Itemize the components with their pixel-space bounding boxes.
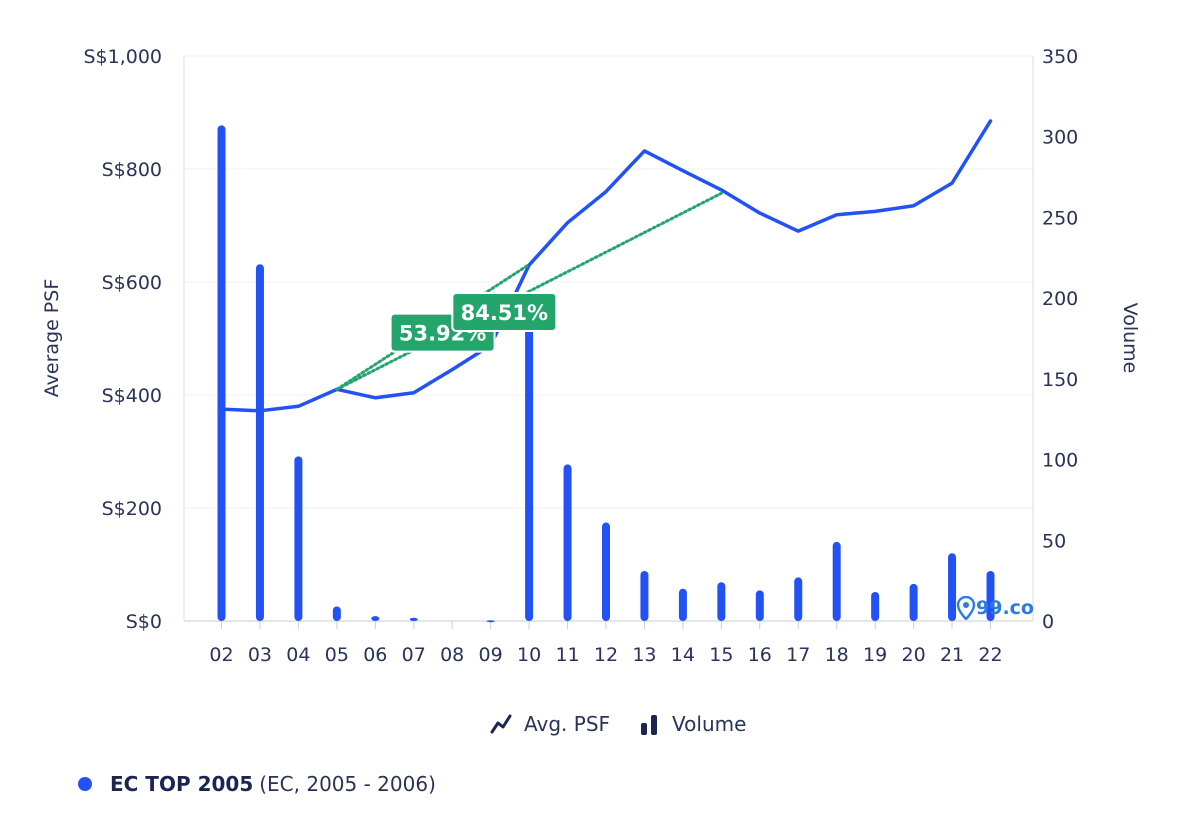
x-tick-label: 12 bbox=[594, 644, 618, 666]
x-tick-label: 09 bbox=[479, 644, 503, 666]
x-tick-label: 16 bbox=[748, 644, 772, 666]
volume-bar bbox=[294, 456, 303, 621]
volume-bar bbox=[486, 620, 495, 623]
x-tick-label: 10 bbox=[517, 644, 541, 666]
right-axis-ticks: 0 50 100 150 200 250 300 350 bbox=[1042, 46, 1078, 633]
x-tick-label: 20 bbox=[902, 644, 926, 666]
left-tick-label: S$0 bbox=[126, 611, 162, 633]
volume-bars bbox=[217, 125, 995, 623]
right-axis-label: Volume bbox=[1119, 303, 1141, 374]
volume-bar bbox=[563, 464, 572, 621]
x-tick-label: 18 bbox=[825, 644, 849, 666]
legend-label-avg-psf: Avg. PSF bbox=[524, 712, 611, 736]
x-tick-label: 13 bbox=[632, 644, 656, 666]
series-color-dot bbox=[78, 777, 92, 791]
legend-label-volume: Volume bbox=[672, 712, 747, 736]
x-tick-label: 15 bbox=[709, 644, 733, 666]
volume-bar bbox=[755, 590, 764, 621]
chart-legend: Avg. PSF Volume bbox=[490, 712, 746, 736]
series-name: EC TOP 2005 bbox=[110, 772, 254, 796]
left-tick-label: S$200 bbox=[102, 498, 162, 520]
left-tick-label: S$400 bbox=[102, 385, 162, 407]
annotation-label: 84.51% bbox=[461, 301, 548, 325]
right-tick-label: 0 bbox=[1042, 611, 1054, 633]
x-tick-label: 17 bbox=[786, 644, 810, 666]
volume-bar bbox=[909, 583, 918, 621]
avg-psf-line-group bbox=[219, 119, 993, 413]
bar-chart-icon bbox=[641, 715, 658, 735]
x-tick-label: 07 bbox=[402, 644, 426, 666]
volume-bar bbox=[717, 582, 726, 621]
right-tick-label: 150 bbox=[1042, 369, 1078, 391]
annotation-badge: 84.51% bbox=[451, 292, 558, 333]
x-tick-label: 08 bbox=[440, 644, 464, 666]
right-tick-label: 300 bbox=[1042, 127, 1078, 149]
legend-item-avg-psf[interactable]: Avg. PSF bbox=[490, 712, 610, 736]
right-tick-label: 350 bbox=[1042, 46, 1078, 68]
volume-bar bbox=[255, 264, 264, 621]
left-tick-label: S$600 bbox=[102, 272, 162, 294]
left-axis-label: Average PSF bbox=[41, 279, 63, 398]
left-axis-ticks: S$0 S$200 S$400 S$600 S$800 S$1,000 bbox=[83, 46, 162, 633]
trend-line bbox=[335, 191, 723, 391]
volume-bar bbox=[871, 591, 880, 621]
volume-bar bbox=[986, 570, 995, 621]
right-tick-label: 50 bbox=[1042, 530, 1066, 552]
volume-bar bbox=[832, 541, 841, 621]
brand-logo: 99.co bbox=[956, 596, 1034, 620]
x-axis-ticks: 02 03 04 05 06 07 08 09 10 11 12 13 14 15 16 17 18 19 20 21… bbox=[209, 621, 1003, 666]
x-tick-label: 11 bbox=[555, 644, 579, 666]
volume-bar bbox=[602, 522, 610, 621]
x-tick-label: 06 bbox=[363, 644, 387, 666]
x-tick-label: 22 bbox=[978, 644, 1002, 666]
line-chart-icon bbox=[490, 714, 512, 734]
volume-bar bbox=[371, 616, 380, 621]
right-tick-label: 250 bbox=[1042, 207, 1078, 229]
annotations: 53.92%84.51% bbox=[335, 191, 723, 391]
right-tick-label: 200 bbox=[1042, 288, 1078, 310]
volume-bar bbox=[948, 553, 957, 621]
series-info: EC TOP 2005 (EC, 2005 - 2006) bbox=[78, 772, 436, 796]
x-tick-label: 03 bbox=[248, 644, 272, 666]
volume-bar bbox=[678, 588, 687, 621]
volume-bar bbox=[794, 577, 803, 621]
volume-bar bbox=[525, 317, 534, 621]
volume-bar bbox=[640, 570, 649, 621]
left-tick-label: S$800 bbox=[102, 159, 162, 181]
x-tick-label: 19 bbox=[863, 644, 887, 666]
volume-bar bbox=[409, 617, 418, 621]
annotation-pill bbox=[451, 292, 558, 333]
x-tick-label: 21 bbox=[940, 644, 964, 666]
avg-psf-line bbox=[219, 119, 993, 413]
legend-item-volume[interactable]: Volume bbox=[638, 712, 746, 736]
brand-logo-text: 99.co bbox=[976, 597, 1034, 619]
volume-bar bbox=[217, 125, 226, 622]
right-tick-label: 100 bbox=[1042, 450, 1078, 472]
series-detail: (EC, 2005 - 2006) bbox=[259, 772, 436, 796]
x-tick-label: 02 bbox=[209, 644, 233, 666]
volume-bar bbox=[332, 606, 341, 621]
x-tick-label: 04 bbox=[286, 644, 310, 666]
location-pin-icon bbox=[956, 596, 976, 620]
left-tick-label: S$1,000 bbox=[83, 46, 162, 68]
x-tick-label: 14 bbox=[671, 644, 695, 666]
x-tick-label: 05 bbox=[325, 644, 349, 666]
